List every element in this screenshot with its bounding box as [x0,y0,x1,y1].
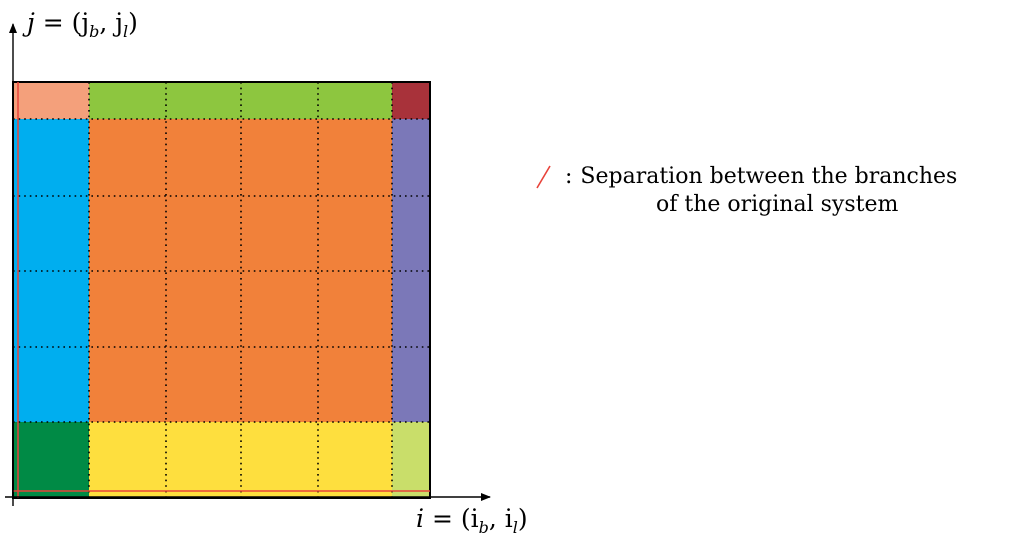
legend-text-line1: Separation between the branches [580,164,958,189]
y-axis-mid: , j [99,8,124,37]
region-top-left [13,82,89,119]
region-top-edge [89,82,392,119]
y-axis-sub-b: b [89,22,100,41]
x-axis-eq: = (i [431,504,479,533]
legend-row-1: : Separation between the branches [537,163,957,191]
y-axis-sub-l: l [123,22,129,41]
y-axis-eq: = (j [42,8,90,37]
region-bottom-right [392,422,430,498]
region-bottom-left [13,422,89,498]
region-interior [89,119,392,422]
x-axis-sub-l: l [512,518,518,537]
x-axis-label: i = (ib, il) [416,506,528,536]
x-axis-sub-b: b [478,518,489,537]
grid-regions [13,82,430,498]
y-axis-label: j = (jb, jl) [27,10,138,40]
legend-text-line2: of the original system [655,192,899,217]
y-axis-var: j [27,8,35,37]
legend-separator: : [565,164,573,189]
x-axis-mid: , i [488,504,513,533]
region-top-right [392,82,430,119]
x-axis-close: ) [517,504,528,533]
legend-swatch-slot [537,165,555,189]
legend: : Separation between the branches of the… [537,163,957,219]
dotted-grid-lines [13,82,430,498]
y-axis-close: ) [128,8,138,37]
legend-separation-swatch [536,165,551,189]
x-axis-var: i [416,504,424,533]
